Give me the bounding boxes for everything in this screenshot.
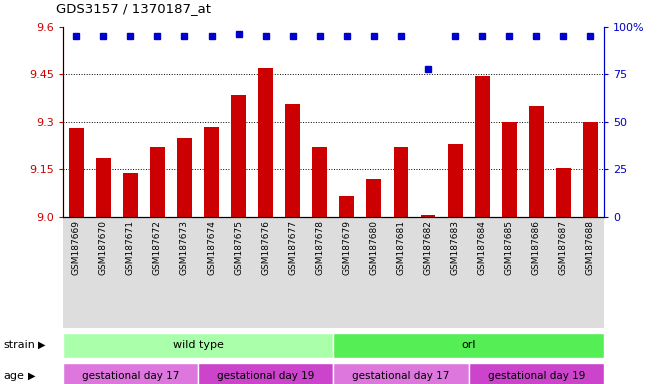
Bar xyxy=(366,179,381,217)
Text: gestational day 17: gestational day 17 xyxy=(352,371,449,381)
Bar xyxy=(339,196,354,217)
Text: ▶: ▶ xyxy=(28,371,35,381)
Bar xyxy=(447,144,463,217)
Bar xyxy=(204,127,219,217)
Text: gestational day 19: gestational day 19 xyxy=(217,371,314,381)
Text: strain: strain xyxy=(3,340,35,350)
Text: gestational day 19: gestational day 19 xyxy=(488,371,585,381)
Bar xyxy=(258,68,273,217)
Bar xyxy=(529,106,544,217)
Bar xyxy=(150,147,165,217)
Bar xyxy=(502,122,517,217)
Bar xyxy=(123,172,138,217)
Bar xyxy=(69,128,84,217)
FancyBboxPatch shape xyxy=(333,364,469,384)
Bar xyxy=(475,76,490,217)
Bar xyxy=(231,95,246,217)
Bar xyxy=(285,104,300,217)
Bar xyxy=(420,215,436,217)
FancyBboxPatch shape xyxy=(63,333,333,358)
FancyBboxPatch shape xyxy=(198,364,333,384)
Bar xyxy=(393,147,409,217)
Bar xyxy=(556,168,571,217)
Bar xyxy=(96,158,111,217)
Text: orl: orl xyxy=(461,340,476,350)
Bar xyxy=(177,138,192,217)
Text: ▶: ▶ xyxy=(38,340,46,350)
FancyBboxPatch shape xyxy=(333,333,604,358)
FancyBboxPatch shape xyxy=(63,364,198,384)
Bar xyxy=(312,147,327,217)
Bar xyxy=(583,122,598,217)
FancyBboxPatch shape xyxy=(469,364,604,384)
Text: wild type: wild type xyxy=(172,340,224,350)
Text: gestational day 17: gestational day 17 xyxy=(82,371,179,381)
Text: GDS3157 / 1370187_at: GDS3157 / 1370187_at xyxy=(56,2,211,15)
Text: age: age xyxy=(3,371,24,381)
